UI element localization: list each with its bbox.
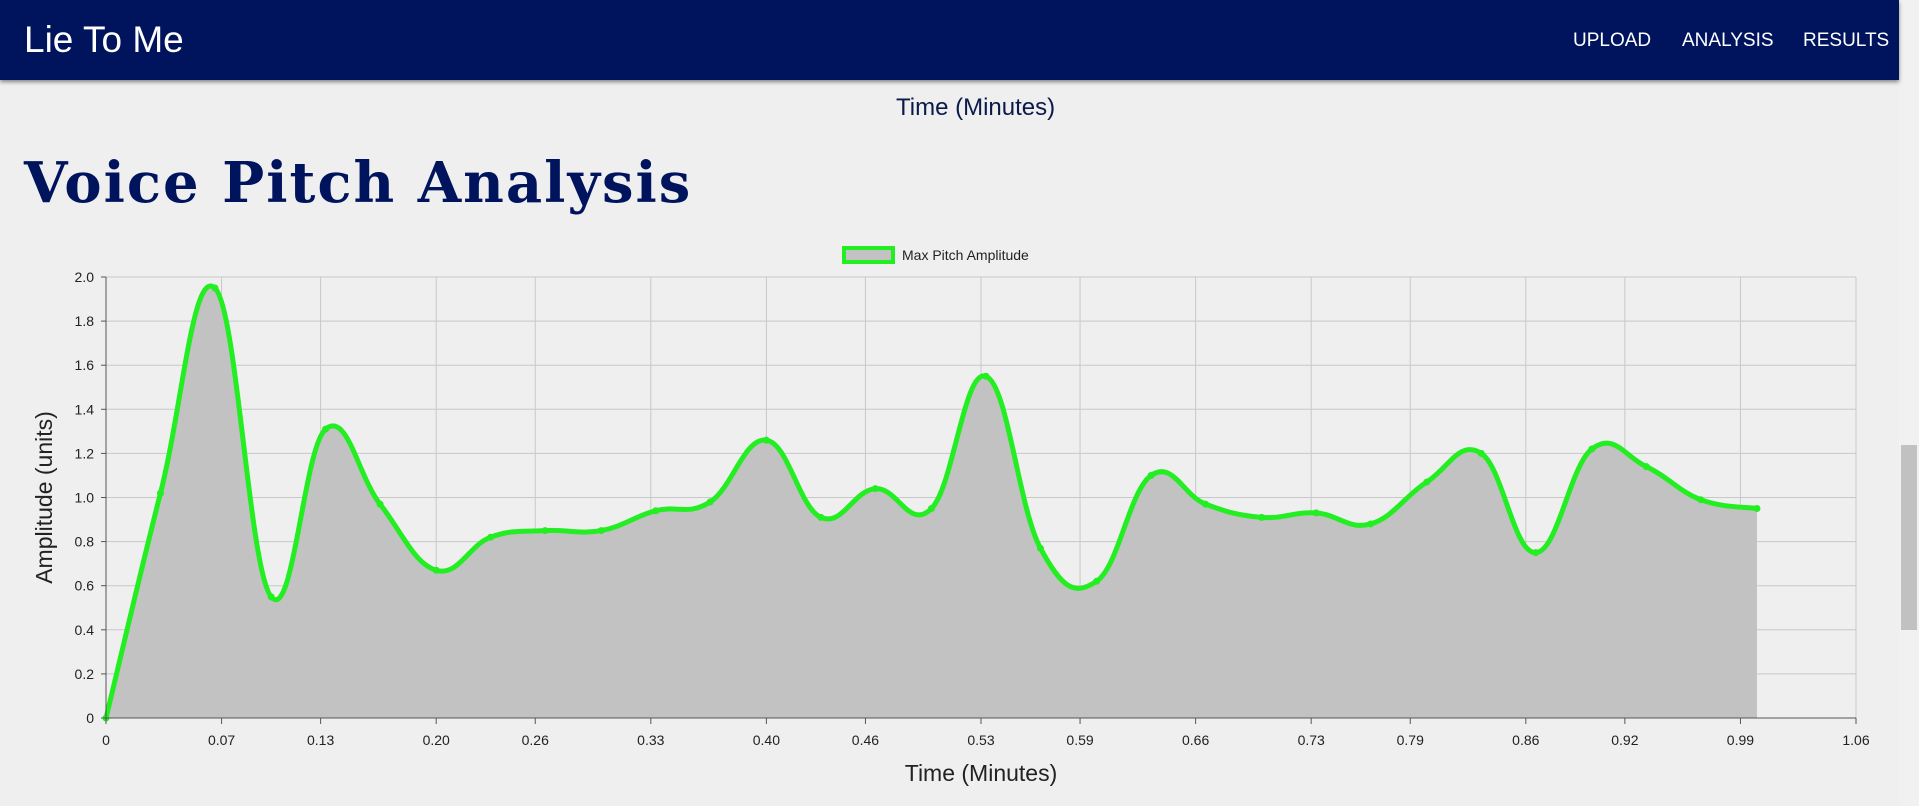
previous-chart-x-axis-label: Time (Minutes) — [896, 94, 1056, 121]
data-point[interactable] — [1202, 500, 1210, 508]
y-tick-label: 0.2 — [75, 666, 95, 682]
x-tick-label: 0.86 — [1512, 732, 1539, 748]
data-point[interactable] — [156, 489, 164, 497]
data-point[interactable] — [1147, 471, 1155, 479]
page-scrollbar-track[interactable] — [1899, 0, 1919, 806]
x-tick-label: 0.66 — [1182, 732, 1209, 748]
x-tick-label: 0.33 — [637, 732, 664, 748]
brand-title[interactable]: Lie To Me — [24, 19, 184, 60]
x-tick-label: 0.20 — [423, 732, 450, 748]
y-tick-label: 1.8 — [75, 313, 95, 329]
x-tick-label: 0.07 — [208, 732, 235, 748]
data-point[interactable] — [871, 485, 879, 493]
data-point[interactable] — [1312, 509, 1320, 517]
y-tick-label: 2.0 — [75, 269, 95, 285]
y-tick-label: 1.4 — [75, 401, 95, 417]
section-title: Voice Pitch Analysis — [24, 150, 693, 216]
data-point[interactable] — [267, 593, 275, 601]
x-tick-label: 0 — [102, 732, 110, 748]
data-point[interactable] — [487, 533, 495, 541]
data-point[interactable] — [541, 527, 549, 535]
data-point[interactable] — [1093, 577, 1101, 585]
y-tick-label: 0.8 — [75, 534, 95, 550]
data-point[interactable] — [1477, 449, 1485, 457]
data-point[interactable] — [762, 436, 770, 444]
data-point[interactable] — [706, 498, 714, 506]
legend-swatch — [842, 246, 895, 264]
axes: 0 0.2 0.4 0.6 0.8 1.0 1.2 1.4 1.6 1.8 2.0 0 0.07 0.13… — [75, 269, 1870, 748]
data-point[interactable] — [1532, 549, 1540, 557]
nav-analysis[interactable]: ANALYSIS — [1682, 30, 1774, 51]
data-point[interactable] — [652, 507, 660, 515]
data-point[interactable] — [1423, 478, 1431, 486]
x-tick-label: 0.99 — [1727, 732, 1754, 748]
x-tick-label: 0.40 — [753, 732, 780, 748]
nav-results[interactable]: RESULTS — [1803, 30, 1890, 51]
data-point[interactable] — [1753, 505, 1761, 513]
pitch-chart: 0 0.2 0.4 0.6 0.8 1.0 1.2 1.4 1.6 1.8 2.0 0 0.07 0.13… — [31, 246, 1870, 786]
x-tick-label: 0.53 — [967, 732, 994, 748]
x-tick-label: 0.73 — [1298, 732, 1325, 748]
y-tick-label: 0.4 — [75, 622, 95, 638]
data-point[interactable] — [1642, 463, 1650, 471]
x-tick-label: 0.26 — [522, 732, 549, 748]
y-tick-label: 1.0 — [75, 490, 95, 506]
data-point[interactable] — [1367, 520, 1375, 528]
x-axis-title: Time (Minutes) — [905, 760, 1058, 786]
data-points — [102, 284, 1761, 722]
data-point[interactable] — [1588, 445, 1596, 453]
x-tick-label: 0.79 — [1397, 732, 1424, 748]
y-tick-label: 0.6 — [75, 578, 95, 594]
data-point[interactable] — [982, 372, 990, 380]
page-scrollbar-thumb[interactable] — [1901, 445, 1917, 630]
data-point[interactable] — [211, 284, 219, 292]
x-tick-label: 1.06 — [1842, 732, 1869, 748]
data-point[interactable] — [1258, 513, 1266, 521]
y-tick-label: 0 — [86, 710, 94, 726]
data-point[interactable] — [927, 505, 935, 513]
series-area-fill — [106, 285, 1757, 718]
x-tick-label: 0.92 — [1611, 732, 1638, 748]
nav-upload[interactable]: UPLOAD — [1573, 30, 1652, 51]
data-point[interactable] — [322, 425, 330, 433]
y-tick-label: 1.6 — [75, 357, 95, 373]
data-point[interactable] — [1697, 496, 1705, 504]
x-tick-label: 0.46 — [852, 732, 879, 748]
data-point[interactable] — [817, 513, 825, 521]
data-point[interactable] — [376, 500, 384, 508]
y-axis-title: Amplitude (units) — [31, 411, 57, 584]
x-tick-label: 0.59 — [1066, 732, 1093, 748]
x-tick-label: 0.13 — [307, 732, 334, 748]
chart-legend[interactable]: Max Pitch Amplitude — [842, 246, 1029, 264]
y-tick-label: 1.2 — [75, 445, 95, 461]
data-point[interactable] — [432, 566, 440, 574]
data-point[interactable] — [1036, 544, 1044, 552]
top-navbar: Lie To Me UPLOAD ANALYSIS RESULTS — [0, 0, 1899, 80]
legend-label: Max Pitch Amplitude — [902, 247, 1029, 263]
data-point[interactable] — [597, 527, 605, 535]
